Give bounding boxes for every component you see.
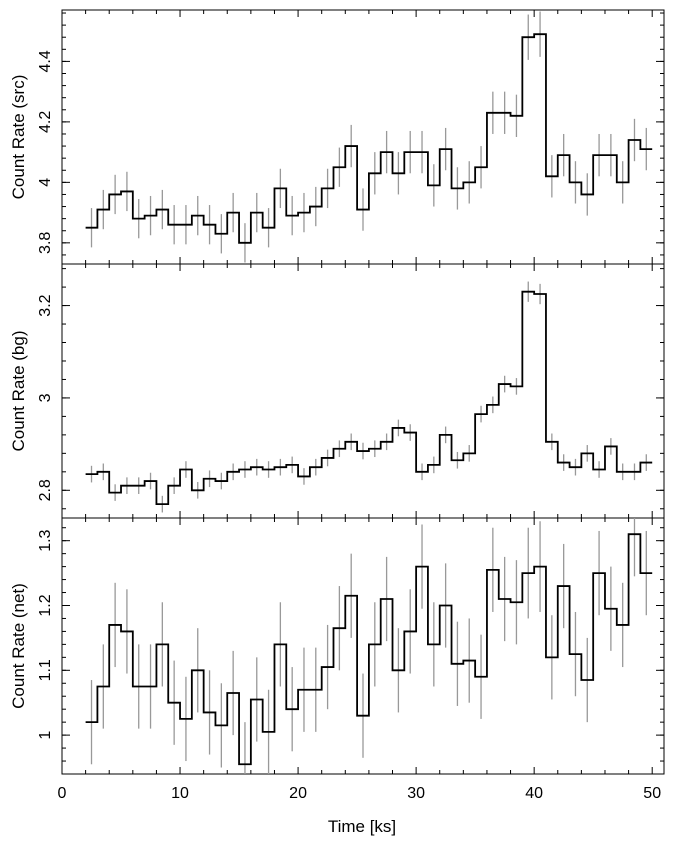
panel-net: 1 1.1 1.2 1.3 Count Rate (net) [9,517,665,775]
y-axis-label-net: Count Rate (net) [9,583,28,709]
panel-net-data [85,518,653,774]
y-tick-label: 1.2 [37,594,54,616]
panel-src: 3.8 4 4.2 4.4 Count Rate (src) [9,9,665,265]
series-line-net [85,533,653,766]
y-tick-label: 2.8 [37,479,54,501]
y-tick-label: 1.3 [37,529,54,551]
x-tick-label: 0 [58,785,67,802]
y-tick-label: 1 [37,731,54,740]
y-tick-label: 4.4 [37,50,54,72]
panel-bg-frame [61,263,665,519]
y-tick-label: 3.8 [37,232,54,254]
y-tick-label: 4.2 [37,111,54,133]
panels-group: 3.8 4 4.2 4.4 Count Rate (src) 2.8 3 3.2 Count R… [9,9,665,802]
x-tick-label: 40 [525,785,543,802]
y-axis-label-src: Count Rate (src) [9,75,28,200]
y-tick-label: 3 [37,393,54,402]
panel-bg: 2.8 3 3.2 Count Rate (bg) [9,263,665,519]
x-tick-label: 30 [407,785,425,802]
series-line-bg [85,290,653,506]
x-tick-label: 50 [643,785,661,802]
y-tick-label: 1.1 [37,659,54,681]
y-tick-label: 4 [37,178,54,187]
y-axis-label-bg: Count Rate (bg) [9,331,28,452]
series-line-src [85,33,653,244]
x-axis-label: Time [ks] [328,817,396,836]
panel-bg-data [85,281,653,513]
y-tick-label: 3.2 [37,294,54,316]
panel-net-frame [61,517,665,775]
panel-src-data [85,11,653,263]
x-tick-label: 10 [171,785,189,802]
x-tick-label: 20 [289,785,307,802]
